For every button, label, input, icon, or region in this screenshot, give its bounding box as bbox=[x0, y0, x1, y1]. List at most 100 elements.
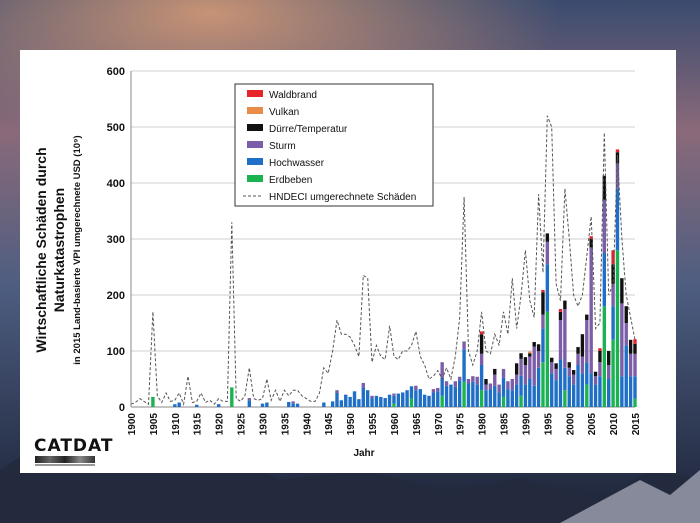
legend-label-sturm: Sturm bbox=[269, 141, 296, 152]
bar-hochwasser-1978 bbox=[471, 381, 475, 407]
x-tick-label: 1975 bbox=[456, 413, 467, 436]
bar-sturm-1965 bbox=[414, 385, 418, 391]
legend-swatch-sturm bbox=[247, 141, 263, 148]
legend-box bbox=[234, 83, 434, 207]
bar-hochwasser-1974 bbox=[453, 386, 458, 407]
bar-hochwasser-2006 bbox=[593, 384, 598, 407]
bar-sturm-1974 bbox=[453, 381, 458, 387]
bar-erdbeben-1995 bbox=[545, 311, 550, 407]
bar-sturm-1970 bbox=[436, 387, 440, 392]
bar-sturm-1976 bbox=[462, 341, 466, 350]
bar-hochwasser-2009 bbox=[607, 379, 611, 407]
bar-sturm-1984 bbox=[497, 384, 501, 393]
bar-hochwasser-1957 bbox=[379, 396, 383, 407]
bar-erdbeben-2010 bbox=[611, 339, 615, 407]
chart-title-line2: Naturkatastrophen bbox=[51, 188, 67, 312]
bar-hochwasser-1997 bbox=[554, 380, 558, 407]
bar-sturm-1978 bbox=[471, 376, 475, 382]
x-tick-label: 1945 bbox=[324, 413, 335, 436]
bar-duerre-2008 bbox=[602, 175, 607, 200]
x-tick-label: 2005 bbox=[587, 413, 598, 436]
bars-group bbox=[151, 149, 637, 407]
bar-hochwasser-2007 bbox=[598, 376, 602, 407]
bar-hochwasser-1976 bbox=[462, 349, 466, 382]
bar-hochwasser-1956 bbox=[374, 395, 379, 407]
bar-hochwasser-1948 bbox=[339, 400, 344, 407]
legend-label-duerre: Dürre/Temperatur bbox=[269, 124, 348, 135]
bar-duerre-1990 bbox=[523, 357, 528, 365]
bar-hochwasser-1915 bbox=[195, 404, 199, 407]
bar-duerre-1998 bbox=[558, 311, 563, 321]
bar-hochwasser-1989 bbox=[519, 375, 523, 396]
bar-duerre-1995 bbox=[545, 233, 550, 242]
bar-erdbeben-2008 bbox=[602, 306, 607, 407]
bar-hochwasser-1952 bbox=[357, 399, 361, 407]
bar-sturm-1982 bbox=[488, 383, 493, 390]
bar-sturm-2012 bbox=[620, 303, 624, 377]
bar-sturm-1986 bbox=[506, 381, 510, 390]
bar-hochwasser-1987 bbox=[510, 390, 514, 407]
bar-vulkan-1991 bbox=[528, 351, 532, 354]
bar-hochwasser-1964 bbox=[409, 386, 414, 399]
bar-duerre-2005 bbox=[589, 239, 593, 248]
bar-erdbeben-1976 bbox=[462, 381, 466, 407]
legend-label-waldbrand: Waldbrand bbox=[269, 90, 317, 101]
bar-hochwasser-1986 bbox=[506, 389, 510, 407]
legend-label-erdbeben: Erdbeben bbox=[269, 175, 312, 186]
bar-sturm-2001 bbox=[571, 374, 576, 385]
bar-erdbeben-2015 bbox=[633, 398, 637, 407]
bar-sturm-2014 bbox=[628, 353, 633, 377]
x-tick-label: 1920 bbox=[215, 413, 226, 436]
bar-duerre-2009 bbox=[607, 351, 611, 365]
bar-hochwasser-1973 bbox=[449, 384, 453, 407]
bar-hochwasser-1949 bbox=[344, 394, 348, 407]
bar-waldbrand-2010 bbox=[611, 250, 615, 265]
bar-hochwasser-1960 bbox=[392, 395, 396, 404]
bar-hochwasser-1970 bbox=[436, 391, 440, 407]
bar-sturm-1998 bbox=[558, 320, 563, 360]
bar-hochwasser-1937 bbox=[291, 403, 295, 407]
bar-sturm-1980 bbox=[479, 353, 484, 365]
x-tick-label: 1935 bbox=[280, 413, 291, 436]
bar-hochwasser-1990 bbox=[523, 384, 528, 407]
bar-hochwasser-1969 bbox=[431, 392, 436, 407]
bar-hochwasser-1938 bbox=[295, 403, 300, 407]
bar-hochwasser-1968 bbox=[427, 395, 431, 407]
y-tick-label: 400 bbox=[107, 178, 125, 190]
hndeci-series-line bbox=[130, 115, 636, 407]
bar-hochwasser-2004 bbox=[585, 362, 589, 385]
bar-duerre-1988 bbox=[514, 363, 519, 375]
bar-hochwasser-1985 bbox=[501, 377, 506, 397]
bar-hochwasser-1963 bbox=[405, 390, 409, 407]
bar-hochwasser-2011 bbox=[615, 188, 620, 251]
bar-hochwasser-1965 bbox=[414, 390, 418, 407]
bar-erdbeben-1964 bbox=[409, 398, 414, 407]
bar-sturm-1969 bbox=[431, 389, 436, 393]
x-tick-label: 2010 bbox=[609, 413, 620, 436]
chart-subtitle: in 2015 Land-basierte VPI umgerechnete U… bbox=[72, 135, 83, 364]
legend-label-hochwasser: Hochwasser bbox=[269, 158, 325, 169]
x-tick-label: 1965 bbox=[412, 413, 423, 436]
bar-hochwasser-1951 bbox=[352, 391, 357, 407]
bar-sturm-2004 bbox=[585, 320, 589, 363]
x-tick-label: 1940 bbox=[302, 413, 313, 436]
bar-sturm-1990 bbox=[523, 365, 528, 385]
bar-erdbeben-2011 bbox=[615, 250, 620, 407]
bar-duerre-2001 bbox=[571, 370, 576, 375]
bar-hochwasser-1959 bbox=[387, 394, 392, 407]
bar-duerre-2013 bbox=[624, 306, 628, 323]
bar-sturm-1975 bbox=[458, 376, 462, 381]
bar-sturm-1955 bbox=[370, 395, 374, 399]
bar-hochwasser-1961 bbox=[396, 393, 401, 407]
chart-card: 0 100 200 300 400 500 600 1900 1905 1910 1915 1920 1… bbox=[20, 50, 676, 473]
legend: Waldbrand Vulkan Dürre/Temperatur Sturm Hoch… bbox=[234, 83, 434, 207]
bar-erdbeben-1971 bbox=[440, 395, 444, 407]
bar-hochwasser-2002 bbox=[576, 365, 580, 407]
bar-erdbeben-1980 bbox=[479, 390, 484, 407]
bar-duerre-2003 bbox=[580, 334, 585, 357]
bar-hochwasser-1946 bbox=[330, 401, 335, 407]
logo-caption-line bbox=[35, 464, 95, 466]
y-tick-label: 600 bbox=[107, 66, 125, 78]
bar-sturm-1997 bbox=[554, 368, 558, 381]
bar-sturm-2005 bbox=[589, 247, 593, 374]
